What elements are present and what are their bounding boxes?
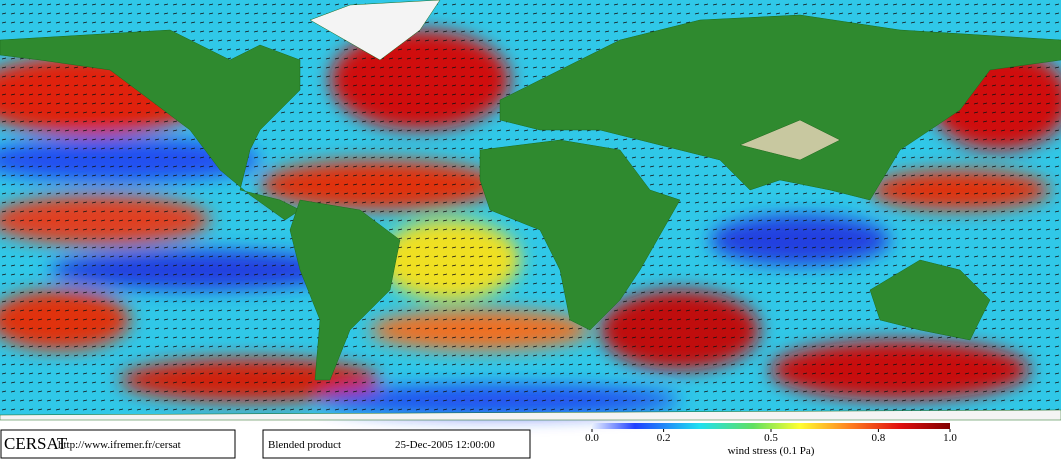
colorbar-scale	[592, 423, 950, 429]
colorbar: wind stress (0.1 Pa) 0.0 0.2 0.5 0.8 1.0	[585, 423, 957, 457]
colorbar-label: wind stress (0.1 Pa)	[728, 445, 815, 457]
product-box	[262, 429, 531, 459]
land	[0, 0, 1061, 421]
product: Blended product	[268, 439, 341, 451]
url: http://www.ifremer.fr/cersat	[58, 439, 181, 451]
colorbar-tick-label: 0.2	[657, 432, 671, 444]
colorbar-tick-label: 0.5	[764, 432, 778, 444]
colorbar-tick-label: 0.8	[872, 432, 886, 444]
date: 25-Dec-2005 12:00:00	[395, 439, 495, 451]
colorbar-tick-label: 0.0	[585, 432, 599, 444]
colorbar-tick-label: 1.0	[943, 432, 957, 444]
map	[0, 0, 1061, 421]
logo: CERSAT	[4, 434, 68, 453]
footer: CERSAT http://www.ifremer.fr/cersat Blen…	[0, 429, 531, 459]
logo-box	[0, 429, 236, 459]
